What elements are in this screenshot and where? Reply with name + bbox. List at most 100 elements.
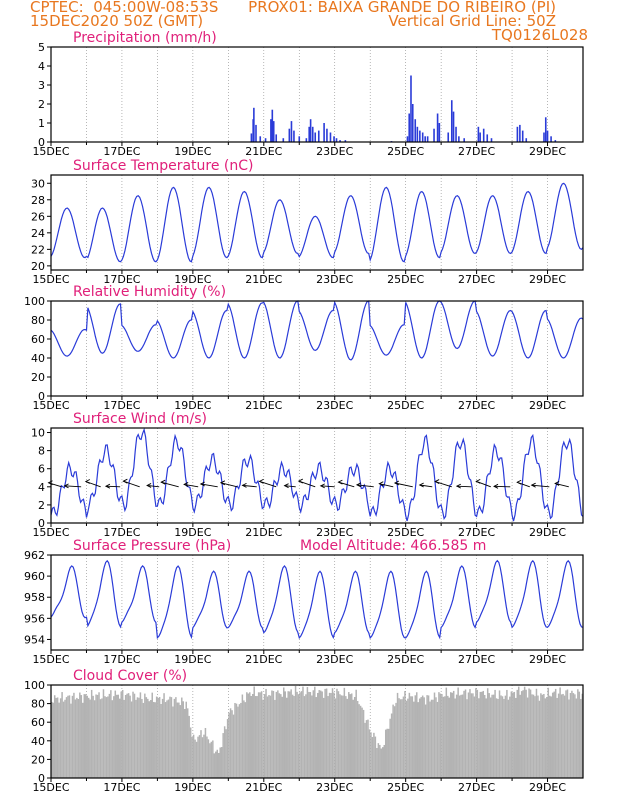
cloud-bar — [219, 747, 221, 778]
precip-bar — [455, 126, 457, 142]
cloud-bar — [568, 699, 570, 778]
cloud-bar — [117, 694, 119, 778]
cloud-bar — [393, 706, 396, 778]
cloud-bar — [519, 694, 521, 778]
cloud-bar — [489, 697, 492, 778]
cloud-bar — [188, 715, 190, 778]
cloud-bar — [150, 700, 152, 778]
cloud-bar — [421, 695, 424, 778]
cloud-bar — [368, 729, 371, 778]
cloud-bar — [95, 694, 97, 778]
cloud-bar — [284, 691, 286, 778]
cloud-bar — [222, 733, 224, 778]
cloud-bar — [105, 697, 108, 778]
x-tick-label: 17DEC — [103, 781, 140, 794]
precip-bar — [438, 123, 441, 142]
cloud-bar — [509, 696, 511, 778]
precip-bar — [411, 104, 414, 142]
cloud-bar — [444, 696, 446, 778]
cloud-bar — [114, 690, 117, 778]
x-tick-label: 23DEC — [316, 653, 353, 666]
cloud-bar — [280, 694, 282, 778]
cloud-bar — [213, 753, 216, 778]
cloud-bar — [87, 697, 90, 778]
wind-arrow — [147, 484, 160, 488]
x-tick-label: 23DEC — [316, 399, 353, 412]
cloud-bar — [407, 698, 409, 778]
cloud-bar — [249, 692, 251, 778]
cloud-bar — [220, 747, 223, 778]
cloud-bar — [73, 692, 75, 778]
cloud-bar — [389, 718, 391, 778]
cloud-bar — [322, 697, 325, 778]
cloud-bar — [55, 697, 57, 778]
cloud-bar — [147, 698, 149, 778]
cloud-bar — [266, 696, 269, 778]
wind-arrow-head — [455, 483, 462, 489]
wind-arrow-head — [434, 479, 440, 484]
cloud-bar — [101, 698, 103, 778]
wind-arrow — [435, 481, 452, 488]
cloud-bar — [475, 688, 477, 778]
cloud-bar — [331, 688, 334, 778]
x-tick-label: 15DEC — [32, 399, 69, 412]
cloud-bar — [411, 696, 414, 778]
cloud-bar — [77, 699, 80, 778]
wind-arrow-head — [475, 478, 481, 484]
cloud-bar — [442, 696, 445, 778]
cloud-bar — [250, 695, 252, 778]
header-run-date: 15DEC2020 50Z (GMT) — [30, 12, 204, 30]
precip-bar — [490, 138, 493, 142]
cloud-bar — [192, 734, 195, 778]
cloud-bar — [129, 695, 131, 778]
panel-frame — [50, 174, 584, 271]
precip-bar — [519, 124, 521, 142]
y-tick-label: 4 — [38, 60, 45, 73]
panel-frame — [50, 300, 584, 397]
precip-bar — [546, 130, 549, 142]
x-tick-label: 27DEC — [458, 526, 495, 539]
cloud-bar — [309, 692, 312, 778]
cloud-bar — [139, 692, 142, 778]
cloud-bar — [430, 699, 433, 778]
cloud-bar — [580, 698, 582, 778]
cloud-bar — [238, 704, 241, 778]
cloud-bar — [244, 702, 247, 778]
cloud-bar — [274, 699, 276, 778]
cloud-bar — [464, 689, 467, 778]
cloud-bar — [312, 690, 315, 778]
precip-bar — [255, 124, 257, 142]
cloud-bar — [237, 706, 239, 778]
cloud-bar — [420, 697, 422, 778]
cloud-bar — [67, 695, 69, 778]
x-tick-label: 21DEC — [245, 526, 282, 539]
cloud-bar — [544, 698, 547, 778]
cloud-bar — [121, 690, 124, 778]
cloud-bar — [158, 697, 161, 778]
cloud-bar — [479, 691, 482, 778]
cloud-bar — [547, 687, 550, 778]
x-tick-label: 17DEC — [103, 653, 140, 666]
precip-bar — [450, 100, 453, 142]
cloud-bar — [343, 687, 346, 778]
cloud-bar — [226, 719, 229, 778]
cloud-bar — [506, 689, 508, 778]
y-tick-label: 60 — [31, 333, 45, 346]
cloud-bar — [277, 690, 279, 778]
cloud-bar — [285, 697, 288, 778]
cloud-bar — [566, 689, 569, 778]
cloud-bar — [127, 693, 130, 778]
cloud-bar — [476, 689, 479, 778]
cloud-bar — [452, 690, 455, 778]
cloud-bar — [175, 697, 177, 778]
panel-frame — [50, 684, 584, 779]
cloud-bar — [486, 688, 489, 778]
cloud-bar — [348, 692, 350, 778]
cloud-bar — [306, 687, 309, 778]
wind-arrow-head — [219, 480, 226, 486]
cloud-bar — [423, 697, 425, 778]
cloud-bar — [517, 686, 520, 778]
precip-bar — [426, 136, 429, 142]
cloud-bar — [571, 690, 573, 778]
precip-bar — [333, 136, 335, 142]
